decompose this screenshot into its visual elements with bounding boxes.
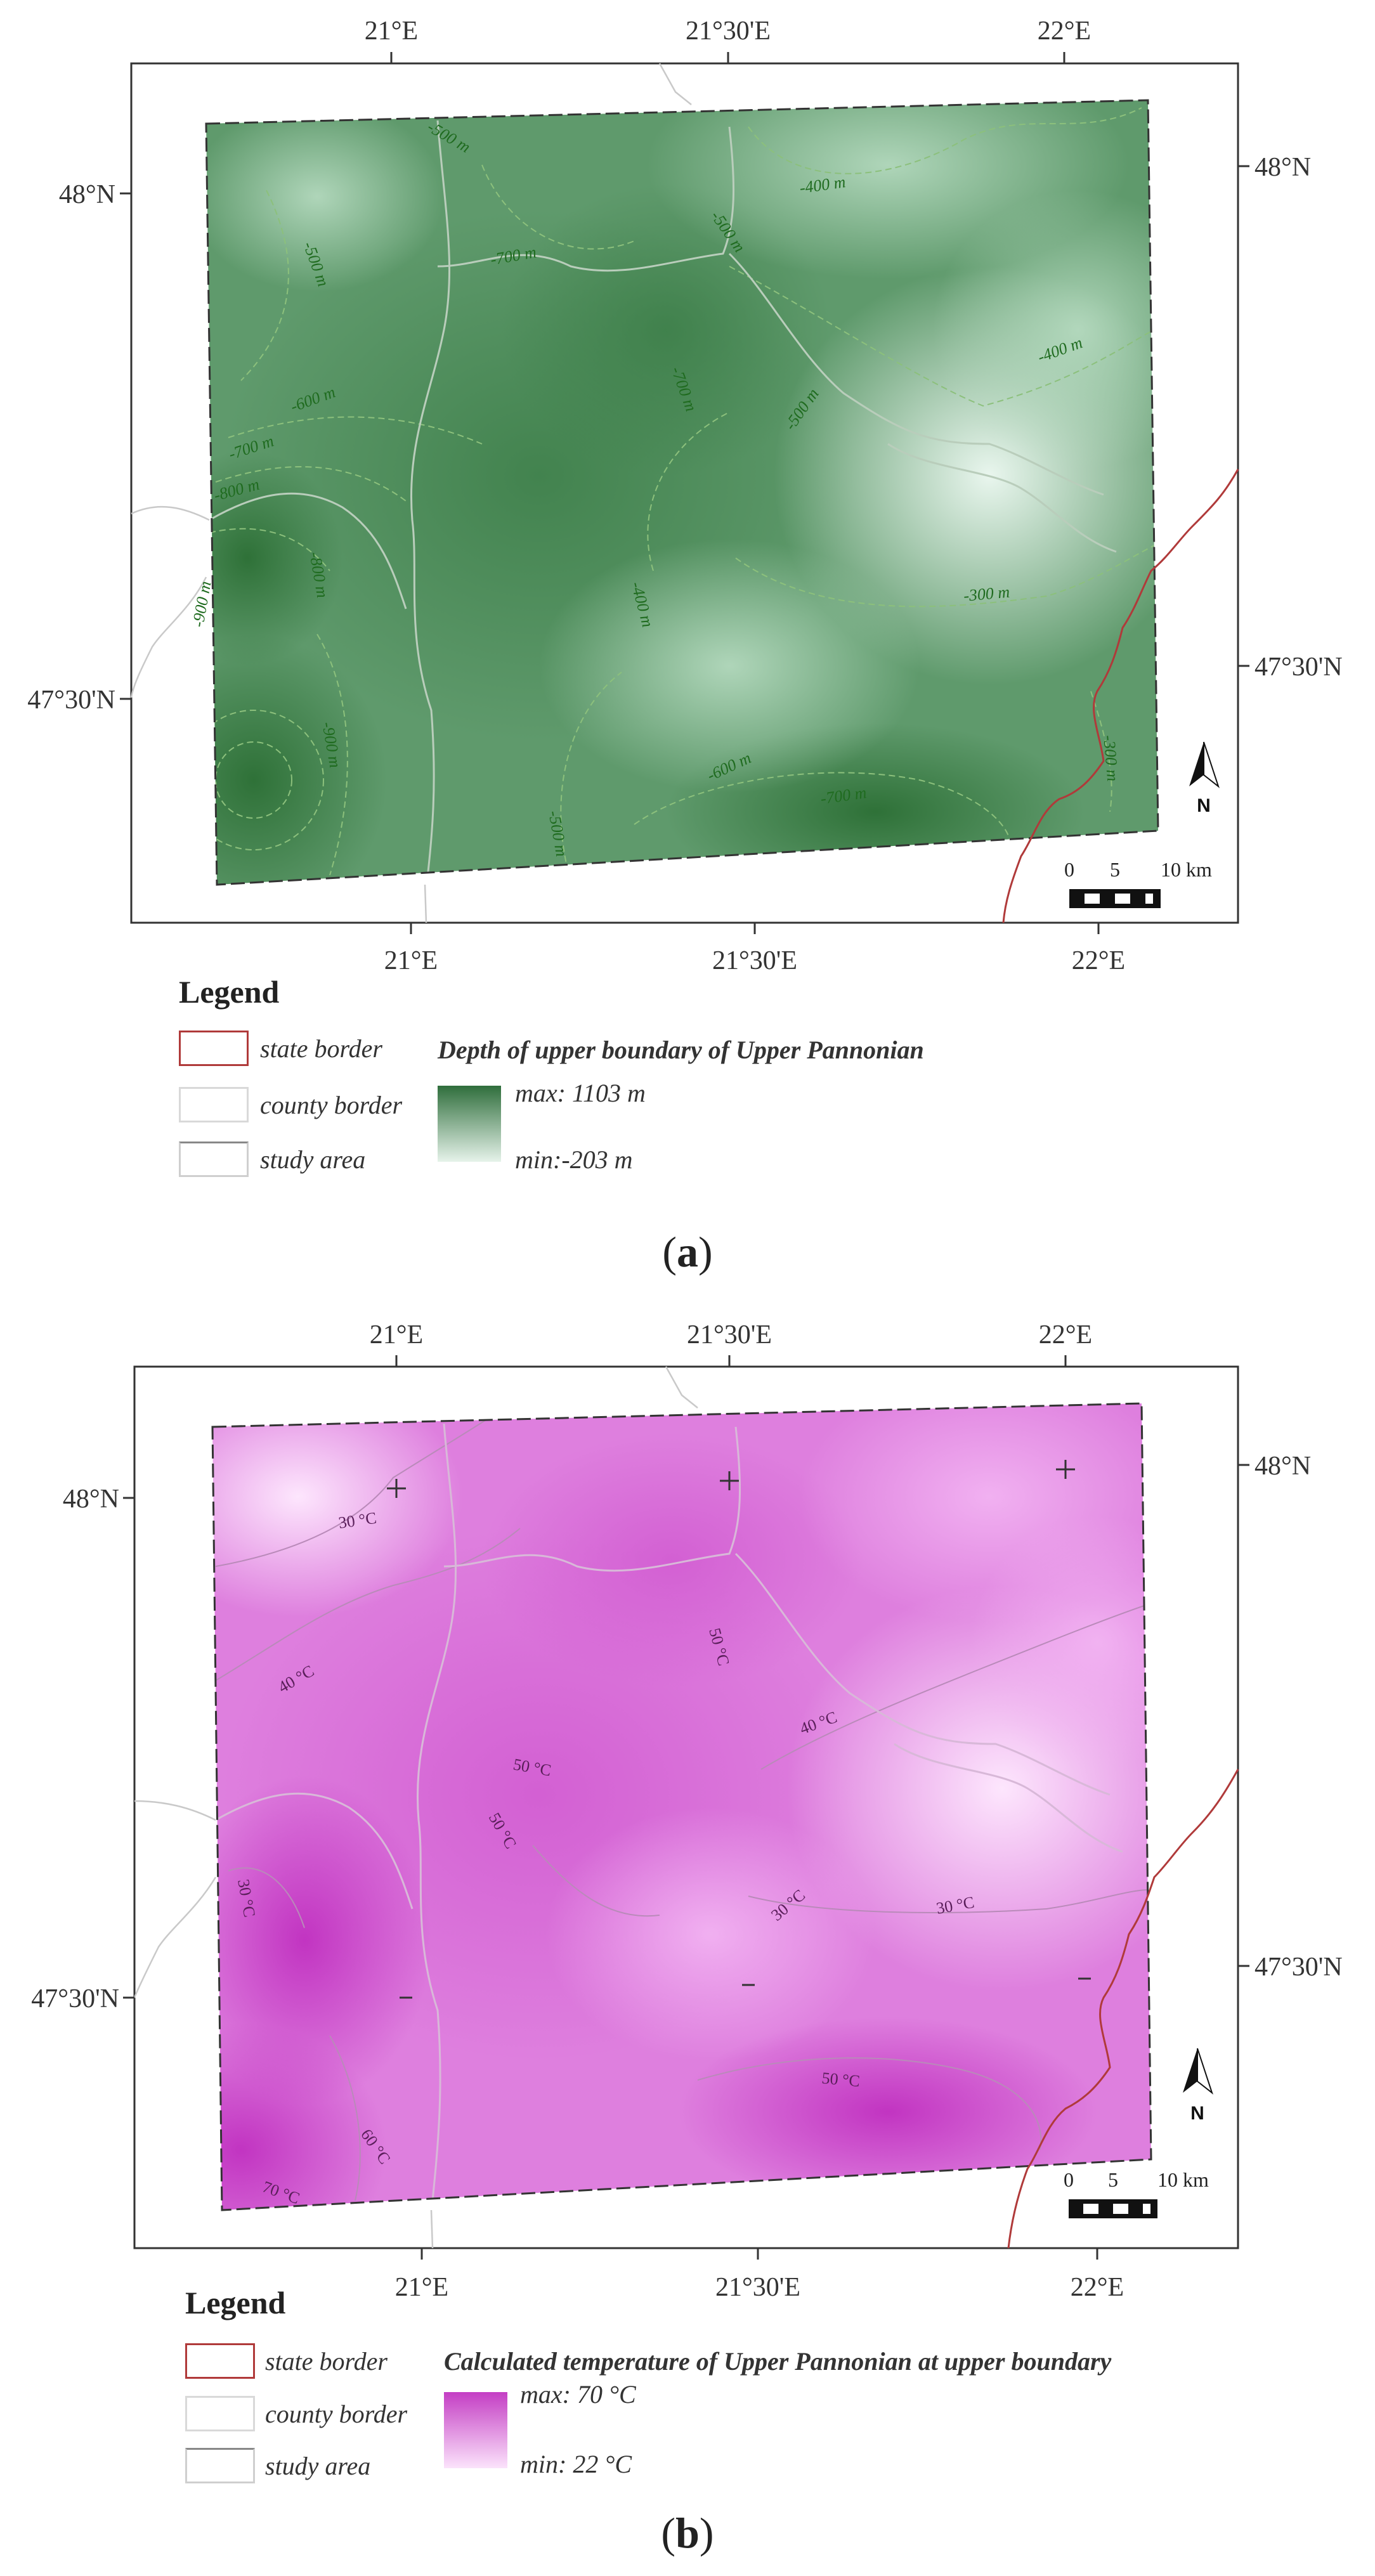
state-border-line xyxy=(1002,469,1239,923)
outer-borders xyxy=(130,63,692,923)
study-area-label: study area xyxy=(265,2452,371,2480)
scale-label: 0 xyxy=(1064,2168,1074,2191)
state-border-line xyxy=(1007,1769,1239,2249)
contour-label: 50 °C xyxy=(821,2069,861,2090)
study-area-swatch xyxy=(185,2448,255,2483)
legend: Legend state border county border study … xyxy=(0,0,1375,1287)
scale-label: 5 xyxy=(1110,858,1120,881)
caption-letter: a xyxy=(677,1228,698,1276)
ramp-min-label: min: 22 °C xyxy=(520,2450,632,2478)
top-lon-label: 21°30'E xyxy=(687,1320,772,1350)
study-area-label: study area xyxy=(260,1145,366,1174)
panel-b: 21°E 21°30'E 22°E 21°E 21°30'E 22°E 48°N… xyxy=(0,1287,1375,2576)
legend: Legend state border county border study … xyxy=(0,1287,1375,2576)
panel-a: 21°E 21°30'E 22°E 21°E 21°30'E 22°E 48°N… xyxy=(0,0,1375,1287)
scale-bar: 0 5 10 km xyxy=(1064,858,1212,908)
ramp-min-label: min:-203 m xyxy=(515,1145,633,1174)
left-lat-label: 47°30'N xyxy=(31,1984,119,2013)
left-lat-label: 48°N xyxy=(59,180,115,209)
ramp-max-label: max: 1103 m xyxy=(515,1079,646,1107)
study-area-outline xyxy=(205,99,1159,886)
right-lat-label: 48°N xyxy=(1254,153,1311,182)
ramp-title: Depth of upper boundary of Upper Pannoni… xyxy=(438,1036,924,1064)
temperature-map: 21°E 21°30'E 22°E 21°E 21°30'E 22°E 48°N… xyxy=(31,1320,1343,2302)
outer-borders xyxy=(133,1366,698,2249)
contour-label: -300 m xyxy=(1100,734,1122,782)
ramp-title: Calculated temperature of Upper Pannonia… xyxy=(444,2347,1112,2376)
north-arrow-icon: N xyxy=(1189,741,1220,816)
county-border-label: county border xyxy=(265,2400,408,2428)
left-lat-label: 47°30'N xyxy=(27,686,115,715)
right-lat-label: 47°30'N xyxy=(1254,1953,1343,1982)
caption-a: (a) xyxy=(662,1228,713,1276)
study-area-outline xyxy=(211,1402,1152,2211)
bottom-lon-label: 22°E xyxy=(1071,2273,1124,2302)
right-lat-label: 48°N xyxy=(1254,1452,1311,1481)
temperature-color-ramp xyxy=(444,2392,507,2468)
bottom-lon-label: 21°30'E xyxy=(715,2273,800,2302)
scale-label: 10 km xyxy=(1161,858,1212,881)
top-lon-label: 22°E xyxy=(1038,16,1091,46)
ramp-max-label: max: 70 °C xyxy=(520,2380,636,2409)
bottom-lon-label: 22°E xyxy=(1072,946,1125,975)
contour-label: -300 m xyxy=(963,583,1010,605)
top-lon-label: 21°E xyxy=(365,16,418,46)
temperature-raster xyxy=(212,1403,1151,2210)
depth-map: 21°E 21°30'E 22°E 21°E 21°30'E 22°E 48°N… xyxy=(27,16,1343,975)
legend-title: Legend xyxy=(179,974,280,1010)
county-border-swatch xyxy=(185,2396,255,2431)
scale-label: 0 xyxy=(1064,858,1074,881)
scale-bar: 0 5 10 km xyxy=(1064,2168,1209,2218)
right-lat-label: 47°30'N xyxy=(1254,653,1343,682)
state-border-label: state border xyxy=(265,2347,388,2376)
scale-label: 10 km xyxy=(1157,2168,1209,2191)
left-lat-label: 48°N xyxy=(63,1485,119,1514)
top-lon-label: 21°E xyxy=(370,1320,423,1350)
caption-letter: b xyxy=(675,2509,700,2557)
study-area-swatch xyxy=(179,1142,249,1177)
state-border-swatch xyxy=(185,2343,255,2379)
north-label: N xyxy=(1197,795,1211,816)
bottom-lon-label: 21°E xyxy=(384,946,438,975)
graticule-ticks xyxy=(123,1355,1249,2260)
county-border-swatch xyxy=(179,1087,249,1122)
bottom-lon-label: 21°30'E xyxy=(712,946,797,975)
bottom-lon-label: 21°E xyxy=(395,2273,448,2302)
top-lon-label: 21°30'E xyxy=(686,16,771,46)
state-border-label: state border xyxy=(260,1034,382,1063)
county-border-label: county border xyxy=(260,1091,403,1119)
scale-label: 5 xyxy=(1108,2168,1118,2191)
north-label: N xyxy=(1190,2103,1204,2124)
legend-title: Legend xyxy=(185,2285,286,2320)
graticule-ticks xyxy=(120,52,1249,934)
caption-b: (b) xyxy=(661,2509,714,2557)
state-border-swatch xyxy=(179,1031,249,1066)
depth-color-ramp xyxy=(438,1086,501,1162)
north-arrow-icon: N xyxy=(1183,2048,1213,2124)
top-lon-label: 22°E xyxy=(1039,1320,1092,1350)
